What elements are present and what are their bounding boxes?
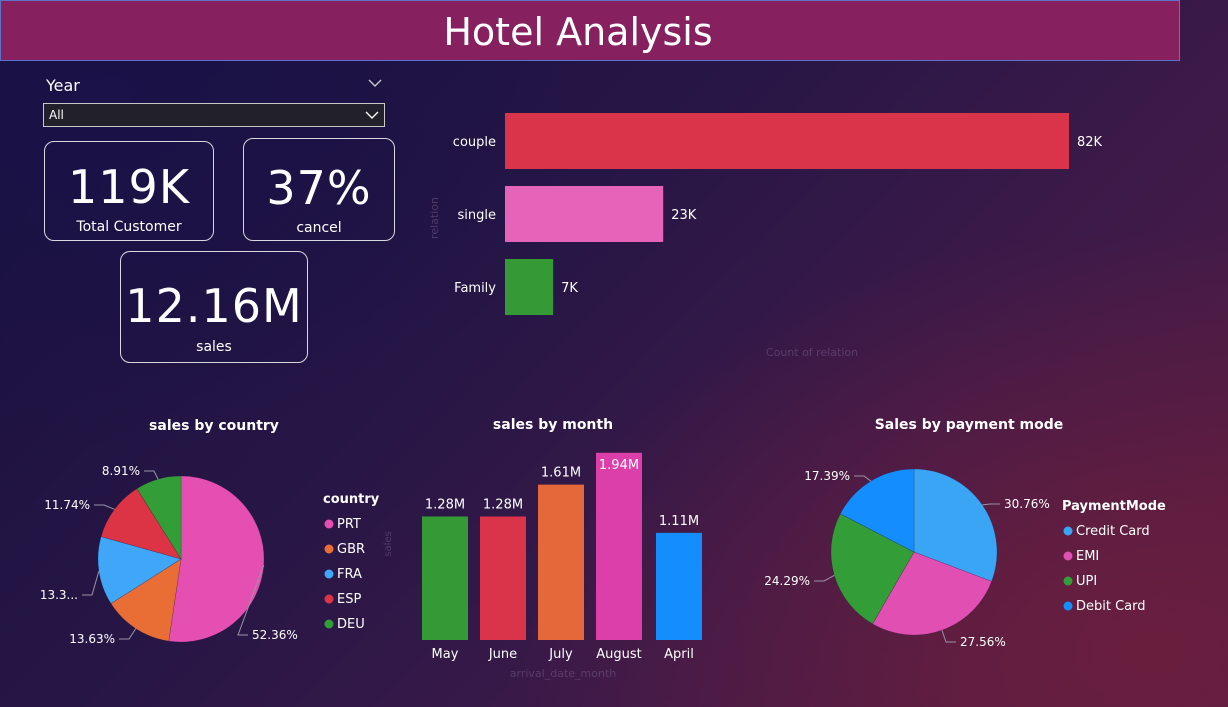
data-label: 24.29% bbox=[764, 574, 810, 588]
bar bbox=[505, 259, 554, 315]
data-label: 1.28M bbox=[425, 497, 465, 512]
leader-line bbox=[119, 628, 137, 640]
relation-bar-chart: relation Count of relation couple 82K single… bbox=[428, 113, 1103, 359]
data-label: 23K bbox=[671, 208, 697, 223]
y-axis-title: sales bbox=[383, 531, 394, 556]
payment-pie-chart: 30.76% 27.56% 24.29% 17.39% PaymentMode Credi… bbox=[764, 468, 1166, 649]
pie-slice bbox=[839, 468, 915, 553]
leader-line bbox=[237, 564, 265, 636]
data-label: 1.28M bbox=[483, 497, 523, 512]
legend-title: PaymentMode bbox=[1062, 499, 1166, 514]
data-label: 30.76% bbox=[1004, 497, 1050, 511]
x-axis-title: Count of relation bbox=[766, 346, 858, 359]
legend-marker bbox=[1063, 551, 1073, 561]
category-label: April bbox=[664, 647, 694, 662]
data-label: 13.3... bbox=[40, 588, 78, 602]
legend-item: ESP bbox=[337, 592, 361, 607]
pie-slice bbox=[110, 558, 182, 642]
data-label: 17.39% bbox=[804, 469, 850, 483]
bar bbox=[538, 484, 584, 640]
data-label: 82K bbox=[1077, 135, 1103, 150]
legend-marker bbox=[1063, 601, 1073, 611]
title-bar: Hotel Analysis bbox=[0, 0, 1180, 61]
pie-slice bbox=[136, 475, 182, 561]
year-dropdown-value: All bbox=[49, 108, 64, 122]
legend-item: GBR bbox=[337, 542, 365, 557]
data-label: 1.94M bbox=[599, 458, 639, 473]
legend-marker bbox=[324, 619, 334, 629]
category-label: Family bbox=[454, 281, 496, 296]
payment-chart-title: Sales by payment mode bbox=[874, 417, 1064, 433]
y-axis-title: relation bbox=[428, 197, 441, 239]
month-chart-title: sales by month bbox=[492, 417, 614, 433]
leader-line bbox=[144, 470, 159, 480]
legend-marker bbox=[1063, 576, 1073, 586]
kpi-label: sales bbox=[196, 339, 232, 355]
data-label: 27.56% bbox=[960, 635, 1006, 649]
x-axis-title: arrival_date_month bbox=[510, 667, 616, 680]
bar bbox=[505, 186, 664, 242]
pie-slice bbox=[872, 551, 993, 636]
leader-line bbox=[941, 630, 956, 643]
data-label: 13.63% bbox=[69, 632, 115, 646]
dropdown-arrow-icon bbox=[365, 111, 379, 119]
chevron-down-icon[interactable] bbox=[368, 76, 382, 90]
legend-marker bbox=[1063, 526, 1073, 536]
pie-slice bbox=[168, 475, 265, 643]
leader-line bbox=[82, 570, 100, 596]
bar bbox=[656, 532, 702, 640]
data-label: 8.91% bbox=[102, 464, 140, 478]
bar bbox=[480, 516, 526, 640]
kpi-total-customer: 119K Total Customer bbox=[44, 141, 214, 241]
category-label: couple bbox=[453, 135, 496, 150]
data-label: 52.36% bbox=[252, 628, 298, 642]
category-label: June bbox=[488, 647, 517, 662]
leader-line bbox=[814, 574, 835, 582]
legend-marker bbox=[324, 594, 334, 604]
legend-item: FRA bbox=[337, 567, 362, 582]
data-label: 11.74% bbox=[44, 498, 90, 512]
data-label: 1.11M bbox=[659, 514, 699, 529]
legend-item: EMI bbox=[1076, 549, 1099, 564]
legend-marker bbox=[324, 519, 334, 529]
country-pie-chart: 52.36% 13.63% 13.3... 11.74% 8.91% country PRT… bbox=[40, 464, 380, 646]
pie-slice bbox=[100, 488, 182, 560]
kpi-sales: 12.16M sales bbox=[120, 251, 308, 363]
data-label: 1.61M bbox=[541, 466, 581, 481]
category-label: July bbox=[548, 647, 573, 662]
bar bbox=[596, 452, 642, 640]
legend-item: Debit Card bbox=[1076, 599, 1146, 614]
legend-item: PRT bbox=[337, 517, 361, 532]
leader-line bbox=[94, 504, 115, 510]
bar bbox=[422, 516, 468, 640]
year-dropdown[interactable]: All bbox=[43, 103, 385, 127]
legend-item: DEU bbox=[337, 617, 365, 632]
kpi-label: Total Customer bbox=[76, 219, 182, 235]
page-title: Hotel Analysis bbox=[443, 9, 713, 54]
year-slicer-label: Year bbox=[46, 76, 80, 95]
legend-item: Credit Card bbox=[1076, 524, 1150, 539]
category-label: May bbox=[432, 647, 459, 662]
category-label: August bbox=[596, 647, 642, 662]
kpi-value: 37% bbox=[266, 161, 372, 215]
pie-slice bbox=[830, 513, 915, 625]
leader-line bbox=[982, 503, 1000, 506]
legend-marker bbox=[324, 569, 334, 579]
legend-item: UPI bbox=[1076, 574, 1097, 589]
kpi-cancel: 37% cancel bbox=[243, 138, 395, 241]
country-chart-title: sales by country bbox=[149, 418, 279, 434]
pie-slice bbox=[913, 468, 998, 582]
kpi-value: 12.16M bbox=[125, 279, 303, 333]
legend-title: country bbox=[323, 492, 380, 507]
leader-line bbox=[854, 475, 872, 482]
kpi-value: 119K bbox=[68, 160, 190, 214]
category-label: single bbox=[458, 208, 497, 223]
legend-marker bbox=[324, 544, 334, 554]
bar bbox=[505, 113, 1069, 169]
kpi-label: cancel bbox=[296, 220, 342, 236]
data-label: 7K bbox=[561, 281, 578, 296]
month-bar-chart: sales arrival_date_month 1.28M May 1.28M June… bbox=[383, 452, 702, 680]
